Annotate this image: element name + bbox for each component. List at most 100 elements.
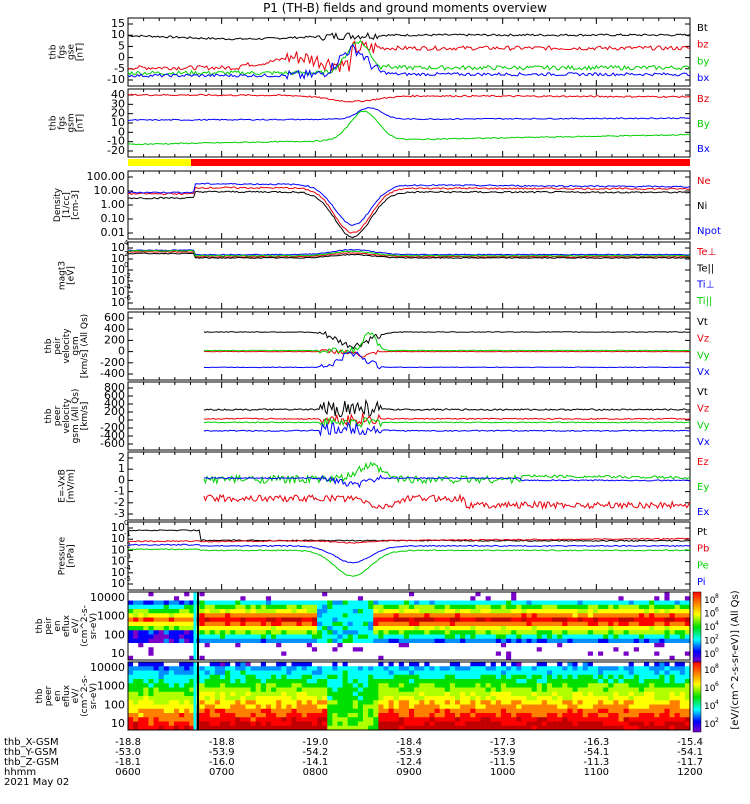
spectrogram-cell (557, 630, 563, 635)
spectrogram-cell (439, 670, 446, 676)
series-by (127, 39, 691, 76)
spectrogram-cell (128, 592, 134, 597)
spectrogram-cell (557, 679, 563, 684)
spectrogram-cell (460, 609, 466, 614)
spectrogram-cell (674, 626, 681, 631)
y-tick-label: 10 (111, 296, 125, 309)
spectrogram-cell (240, 662, 246, 667)
spectrogram-cell (138, 687, 144, 693)
spectrogram-cell (562, 683, 568, 688)
spectrogram-cell (368, 708, 374, 714)
spectrogram-cell (669, 638, 675, 644)
spectrogram-cell (143, 647, 149, 652)
spectrogram-cell (638, 704, 645, 710)
spectrogram-cell (434, 674, 440, 680)
spectrogram-cell (603, 647, 609, 652)
spectrogram-cell (674, 662, 681, 667)
spectrogram-cell (271, 634, 277, 640)
spectrogram-cell (291, 609, 297, 614)
spectrogram-cell (189, 691, 195, 697)
legend-bx: bx (697, 73, 709, 84)
spectrogram-cell (633, 613, 640, 618)
spectrogram-cell (633, 717, 640, 722)
spectrogram-cell (337, 670, 343, 676)
spectrogram-cell (158, 696, 165, 701)
y-axis-label-line: [nT] (76, 114, 86, 132)
spectrogram-cell (133, 674, 139, 680)
spectrogram-cell (189, 679, 195, 684)
spectrogram-cell (674, 721, 681, 727)
spectrogram-cell (327, 704, 333, 710)
spectrogram-cell (444, 651, 451, 657)
spectrogram-cell (153, 604, 159, 610)
spectrogram-cell (649, 621, 655, 627)
spectrogram-cell (674, 670, 681, 676)
spectrogram-cell (143, 630, 149, 635)
spectrogram-cell (393, 621, 400, 627)
legend-vt: Vt (697, 317, 708, 328)
spectrogram-cell (363, 626, 369, 631)
spectrogram-cell (516, 617, 522, 623)
spectrogram-cell (654, 725, 660, 731)
spectrogram-cell (225, 617, 231, 623)
spectrogram-cell (317, 683, 323, 688)
spectrogram-cell (138, 638, 144, 644)
spectrogram-cell (342, 655, 348, 661)
spectrogram-cell (603, 687, 609, 693)
spectrogram-cell (521, 617, 527, 623)
spectrogram-cell (449, 725, 456, 731)
spectrogram-cell (536, 691, 543, 697)
spectrogram-cell (485, 638, 492, 644)
spectrogram-cell (352, 708, 359, 714)
spectrogram-cell (419, 687, 425, 693)
spectrogram-cell (424, 592, 430, 597)
spectrogram-cell (521, 596, 527, 601)
spectrogram-cell (536, 666, 543, 671)
spectrogram-cell (235, 687, 241, 693)
spectrogram-cell (276, 604, 282, 610)
spectrogram-cell (485, 613, 492, 618)
spectrogram-cell (439, 634, 446, 640)
spectrogram-cell (179, 713, 185, 718)
spectrogram-cell (485, 609, 492, 614)
spectrogram-cell (618, 634, 624, 640)
spectrogram-cell (485, 666, 492, 671)
spectrogram-cell (613, 651, 619, 657)
spectrogram-cell (444, 691, 451, 697)
spectrogram-cell (419, 662, 425, 667)
spectrogram-cell (332, 704, 338, 710)
spectrogram-cell (255, 679, 262, 684)
spectrogram-cell (296, 655, 303, 661)
spectrogram-cell (582, 721, 589, 727)
spectrogram-cell (557, 647, 563, 652)
spectrogram-cell (209, 683, 216, 688)
spectrogram-cell (133, 700, 139, 705)
series-peer-vy (203, 417, 691, 429)
spectrogram-cell (291, 713, 297, 718)
spectrogram-cell (669, 708, 675, 714)
spectrogram-cell (311, 708, 318, 714)
spectrogram-cell (439, 626, 446, 631)
spectrogram-cell (521, 630, 527, 635)
spectrogram-cell (541, 704, 548, 710)
spectrogram-cell (480, 696, 486, 701)
spectrogram-cell (271, 713, 277, 718)
spectrogram-cell (230, 717, 236, 722)
spectrogram-cell (153, 679, 159, 684)
spectrogram-cell (245, 670, 251, 676)
spectrogram-cell (567, 626, 573, 631)
spectrogram-cell (199, 600, 205, 606)
spectrogram-cell (347, 691, 354, 697)
spectrogram-cell (281, 700, 287, 705)
spectrogram-cell (199, 643, 205, 648)
spectrogram-cell (577, 725, 584, 731)
spectrogram-cell (557, 643, 563, 648)
plot-title: P1 (TH-B) fields and ground moments over… (263, 1, 547, 15)
spectrogram-cell (286, 704, 292, 710)
spectrogram-cell (659, 634, 665, 640)
spectrogram-cell (296, 713, 303, 718)
legend-bx: Bx (697, 144, 710, 155)
spectrogram-cell (240, 643, 246, 648)
spectrogram-cell (454, 700, 461, 705)
spectrogram-cell (516, 634, 522, 640)
